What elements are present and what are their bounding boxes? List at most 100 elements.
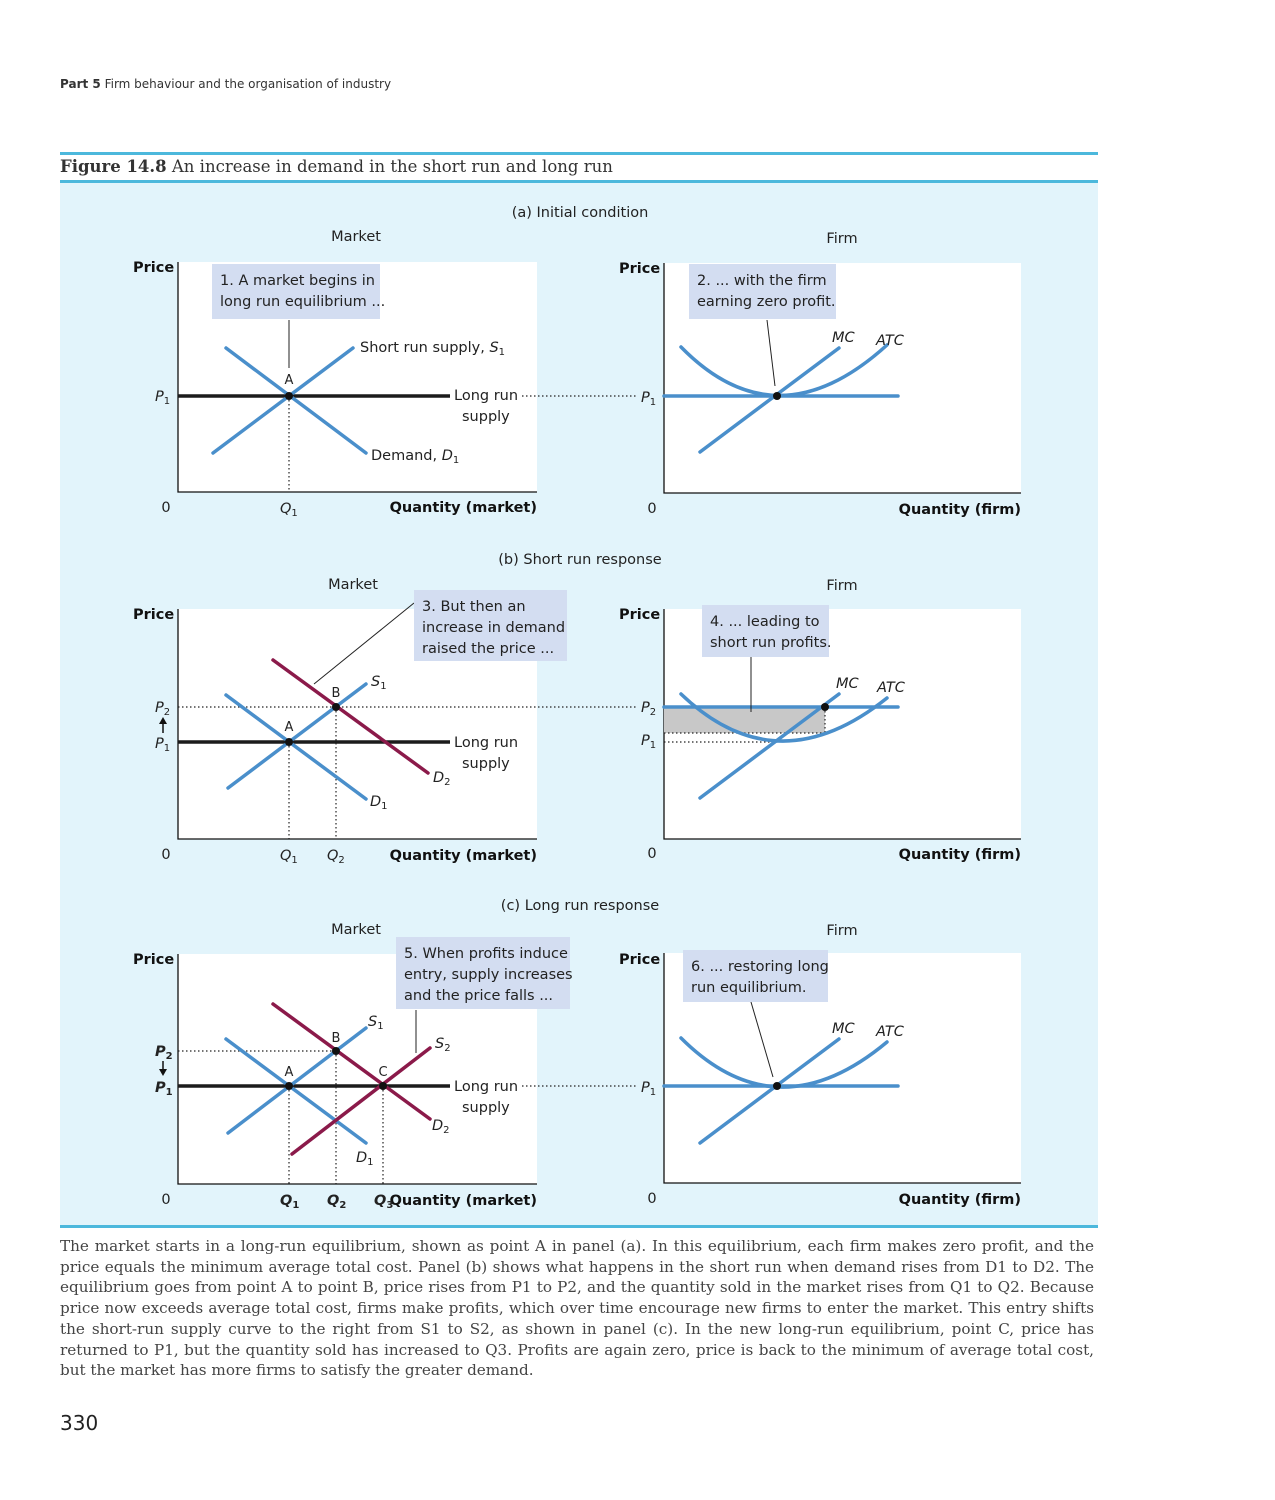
price-fall-arrowhead — [159, 1069, 167, 1076]
min-atc-point — [773, 392, 781, 400]
price-tick-label: P1 — [641, 390, 656, 408]
equilibrium-point-b — [332, 703, 340, 711]
callout-line: short run profits. — [710, 635, 832, 651]
panel-a-heading: (a) Initial condition — [512, 205, 649, 221]
origin-label: 0 — [161, 500, 170, 516]
min-atc-point — [773, 1082, 781, 1090]
panel-b-heading: (b) Short run response — [498, 552, 662, 568]
curve-label-atc: ATC — [876, 680, 906, 696]
callout-box — [702, 605, 829, 657]
supply-curve-s1 — [226, 1026, 368, 1135]
quantity-tick-label: Q2 — [327, 1193, 346, 1211]
callout-box — [414, 590, 567, 661]
price-tick-label: P2 — [155, 700, 170, 718]
origin-label: 0 — [647, 846, 656, 862]
x-axis-label: Quantity (firm) — [899, 502, 1021, 518]
price-tick-label: P1 — [155, 389, 170, 407]
axes — [663, 263, 1021, 494]
callout-leader — [766, 319, 776, 387]
supply-curve-s2 — [290, 1046, 432, 1156]
demand-curve-d2 — [271, 1002, 432, 1121]
price-rise-arrowhead — [159, 717, 167, 724]
figure-title-text: An increase in demand in the short run a… — [171, 157, 613, 176]
callout-line: raised the price ... — [422, 641, 554, 657]
origin-label: 0 — [161, 847, 170, 863]
point-label: B — [332, 1031, 341, 1046]
figure-label: Figure 14.8 — [60, 157, 167, 176]
y-axis-label: Price — [619, 261, 660, 277]
curve-label-long-run-supply: Long run — [454, 735, 518, 751]
panel-c-firm-label: Firm — [826, 923, 857, 939]
origin-label: 0 — [647, 501, 656, 517]
profit-area — [664, 707, 825, 733]
callout-line: earning zero profit. — [697, 294, 836, 310]
equilibrium-point — [285, 392, 293, 400]
x-axis-label: Quantity (firm) — [899, 847, 1021, 863]
mc-curve — [698, 692, 841, 800]
axes — [177, 609, 537, 840]
axes — [663, 953, 1021, 1184]
demand-curve-d1 — [224, 693, 368, 801]
callout-line: increase in demand — [422, 620, 565, 636]
panel-a: (a) Initial condition Market Price Quant… — [133, 205, 1021, 519]
curve-label-long-run-supply: Long run — [454, 1079, 518, 1095]
panel-b-firm: Firm Price Quantity (firm) 0 MC ATC P2 P… — [619, 578, 1021, 863]
curve-label-supply: Short run supply, S1 — [360, 340, 505, 358]
point-label: C — [378, 1065, 387, 1080]
equilibrium-point-a — [285, 738, 293, 746]
equilibrium-point-c — [379, 1082, 387, 1090]
figure-top-rule — [60, 152, 1098, 155]
x-axis-label: Quantity (market) — [390, 500, 537, 516]
panel-c-market-label: Market — [331, 922, 381, 938]
equilibrium-point-a — [285, 1082, 293, 1090]
callout-line: run equilibrium. — [691, 980, 806, 996]
x-axis-label: Quantity (firm) — [899, 1192, 1021, 1208]
price-tick-label: P1 — [641, 1080, 656, 1098]
panel-a-market: Market Price Quantity (market) 0 A P1 Q1… — [133, 229, 537, 519]
demand-curve-d1 — [224, 1037, 368, 1145]
panel-b-market-label: Market — [328, 577, 378, 593]
figure-caption: The market starts in a long-run equilibr… — [60, 1236, 1094, 1381]
supply-curve-s1 — [211, 346, 355, 455]
running-head-title: Firm behaviour and the organisation of i… — [104, 77, 392, 91]
y-axis-label: Price — [133, 607, 174, 623]
mc-curve — [698, 1037, 841, 1145]
callout-line: 4. ... leading to — [710, 614, 820, 630]
caption-text: The market starts in a long-run equilibr… — [60, 1237, 1094, 1380]
callout-line: and the price falls ... — [404, 988, 553, 1004]
curve-label-mc: MC — [832, 1021, 856, 1037]
price-tick-label: P1 — [155, 1080, 173, 1098]
curve-label-mc: MC — [832, 330, 856, 346]
point-label: A — [285, 1065, 294, 1080]
x-axis-label: Quantity (market) — [390, 848, 537, 864]
page-number: 330 — [60, 1411, 99, 1435]
origin-label: 0 — [161, 1192, 170, 1208]
demand-curve-d2 — [271, 658, 430, 775]
point-label: B — [332, 686, 341, 701]
panel-b-firm-label: Firm — [826, 578, 857, 594]
callout-line: 1. A market begins in — [220, 273, 375, 289]
quantity-tick-label: Q1 — [280, 848, 298, 866]
curve-label-long-run-supply-2: supply — [462, 1100, 510, 1116]
quantity-tick-label: Q1 — [280, 501, 298, 519]
panel-c-firm: Firm Price Quantity (firm) 0 MC ATC P1 6… — [619, 923, 1021, 1208]
panel-b-market: Market Price Quantity (market) 0 A B P2 … — [133, 577, 636, 866]
figure-title-rule — [60, 180, 1098, 183]
point-label: A — [285, 373, 294, 388]
axes — [177, 262, 537, 493]
panel-a-firm: Firm Price Quantity (firm) 0 MC ATC P1 2… — [619, 231, 1021, 518]
callout-box — [683, 950, 828, 1002]
curve-label-long-run-supply: Long run — [454, 388, 518, 404]
quantity-tick-label: Q1 — [280, 1193, 299, 1211]
running-head-part: Part 5 — [60, 77, 101, 91]
y-axis-label: Price — [619, 952, 660, 968]
curve-label-mc: MC — [836, 676, 860, 692]
x-axis-label: Quantity (market) — [390, 1193, 537, 1209]
callout-box — [396, 937, 570, 1009]
panel-c-market: Market Price Quantity (market) 0 A B C P… — [133, 922, 573, 1211]
running-head: Part 5 Firm behaviour and the organisati… — [60, 77, 391, 91]
supply-curve-s1 — [226, 682, 368, 790]
demand-curve-d1 — [224, 346, 368, 455]
mc-curve — [698, 346, 841, 454]
